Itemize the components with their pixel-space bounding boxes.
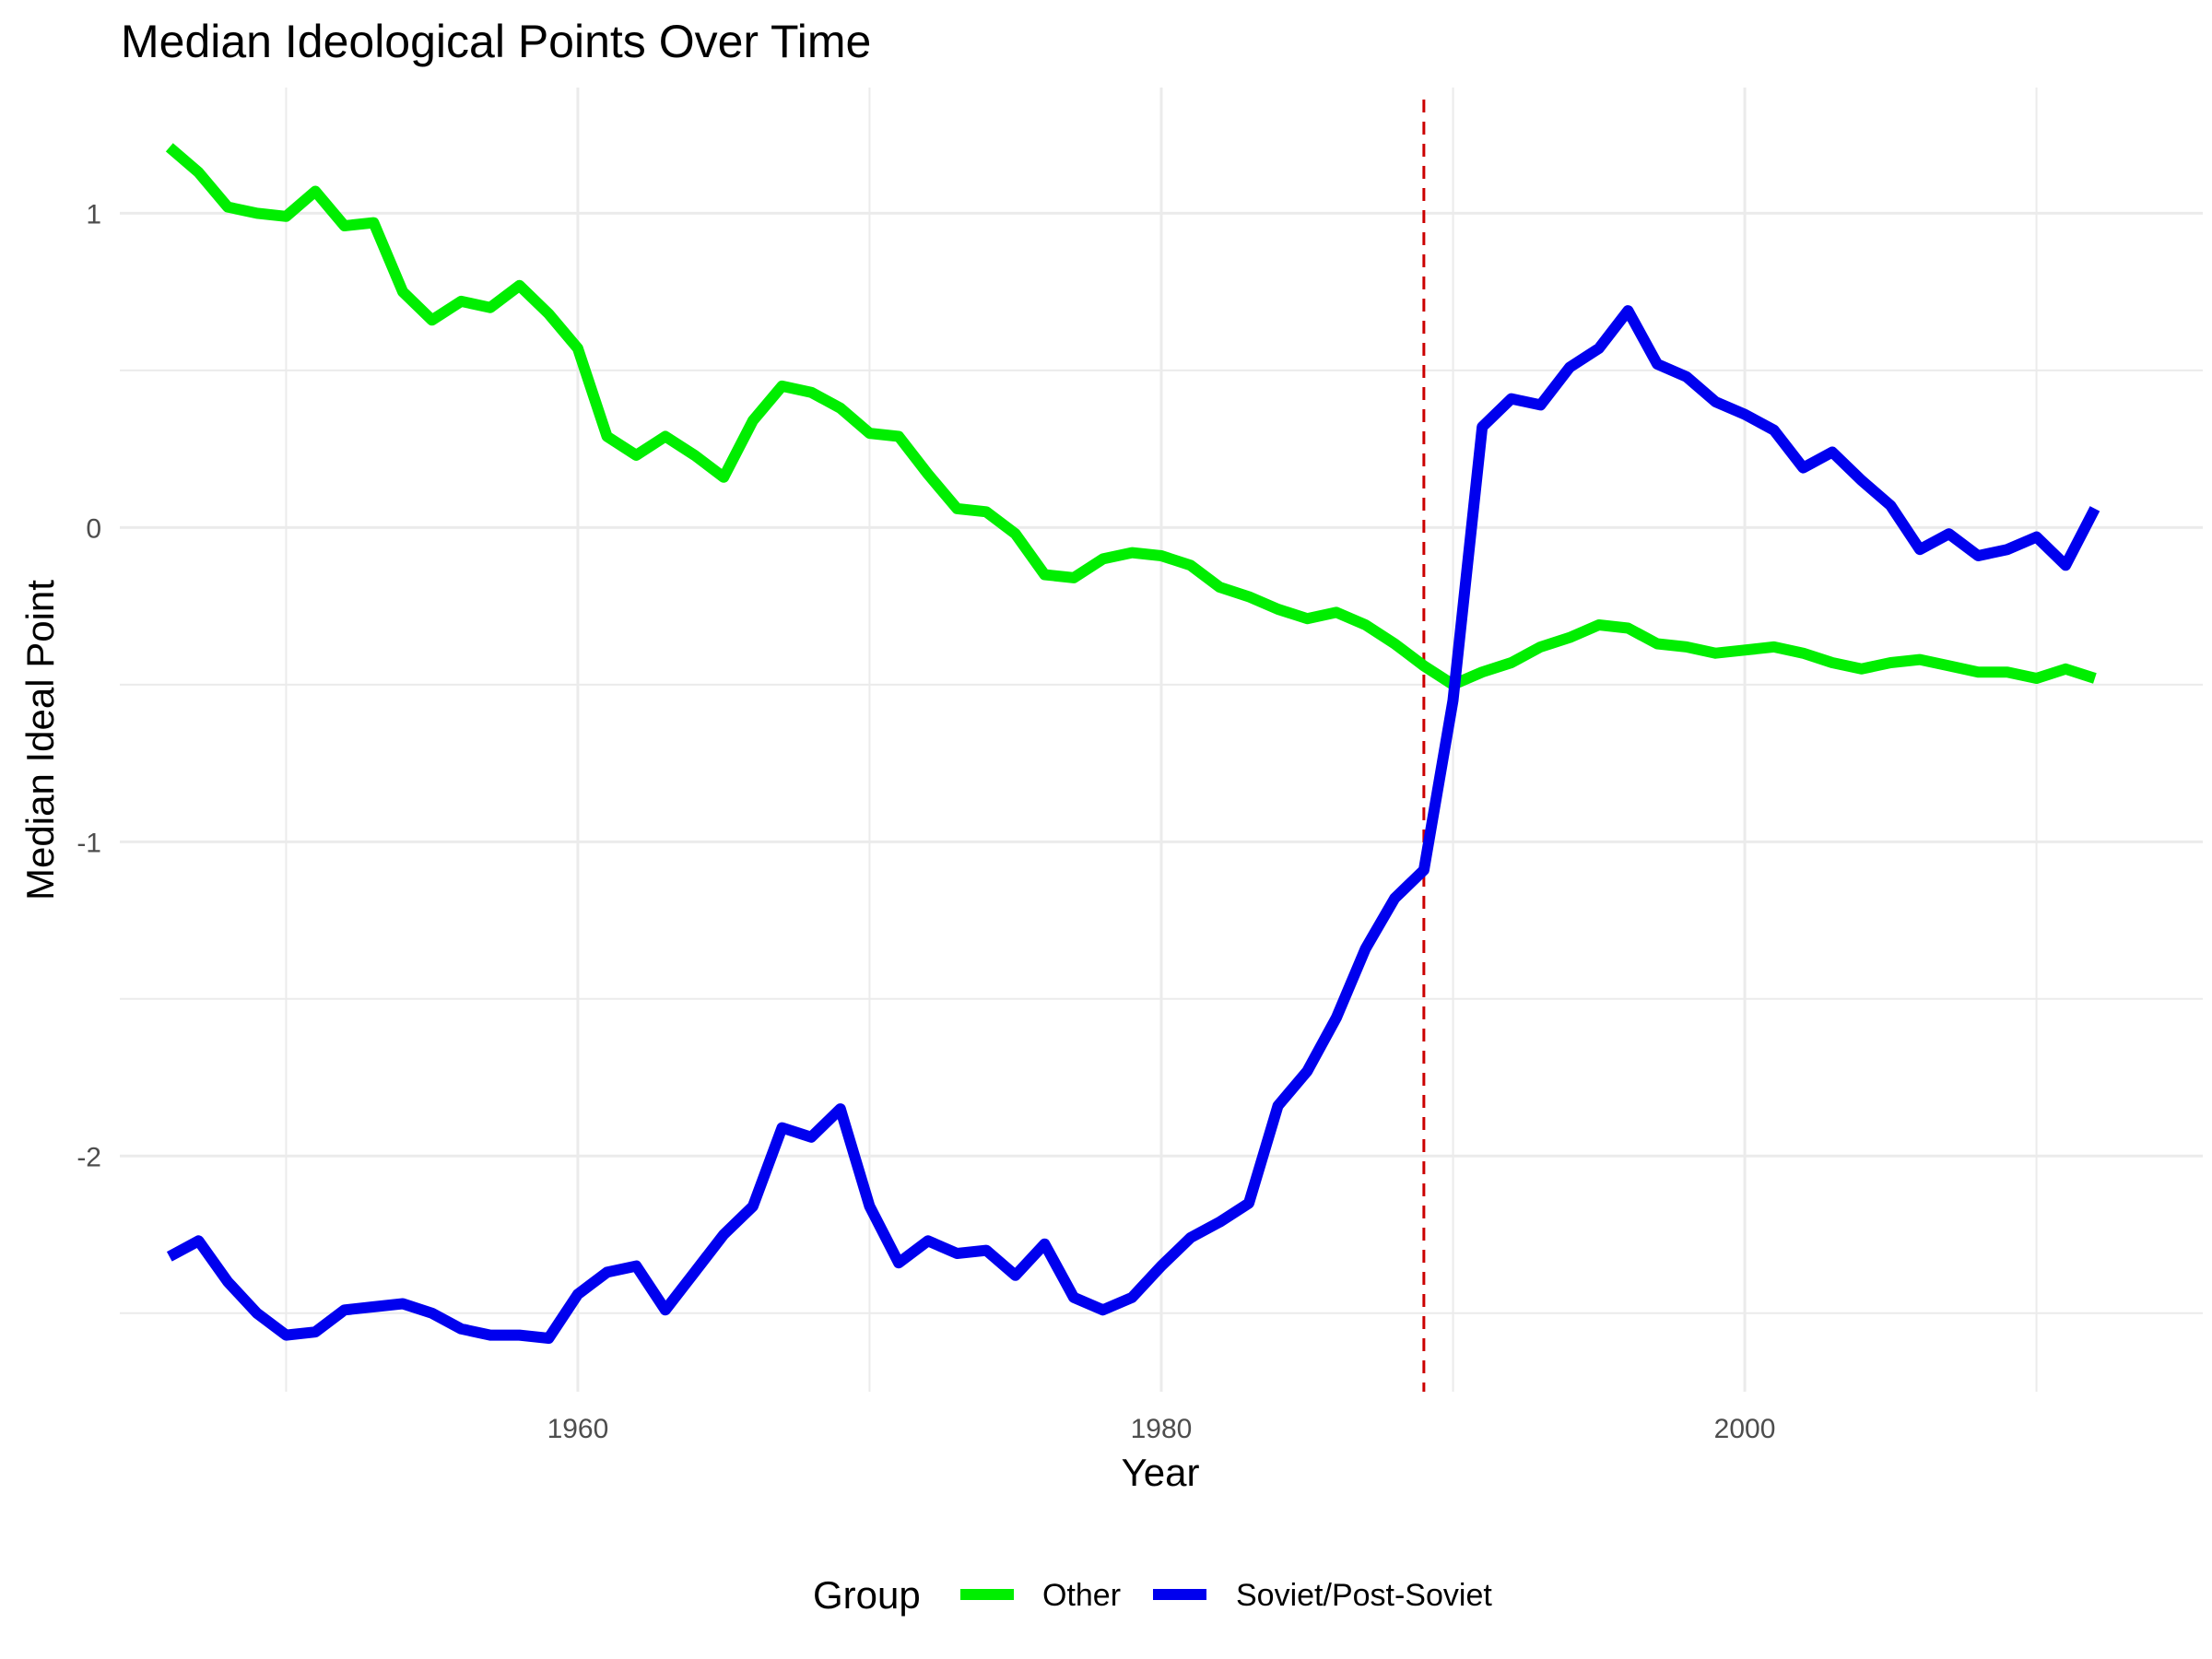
y-tick-label: 1 bbox=[86, 199, 101, 229]
legend: Group Other Soviet/Post-Soviet bbox=[813, 1573, 1492, 1617]
y-tick-label: -2 bbox=[76, 1142, 101, 1172]
y-axis-title: Median Ideal Point bbox=[18, 580, 62, 900]
series-line-soviet-post-soviet bbox=[166, 305, 2100, 1344]
x-axis-title: Year bbox=[1122, 1451, 1200, 1494]
legend-title: Group bbox=[813, 1573, 921, 1617]
x-tick-label: 1980 bbox=[1131, 1414, 1193, 1444]
series-line-other bbox=[165, 143, 2097, 690]
y-tick-label: 0 bbox=[86, 513, 101, 544]
y-tick-label: -1 bbox=[76, 828, 101, 858]
grid-layer bbox=[120, 88, 2203, 1392]
x-tick-label: 1960 bbox=[547, 1414, 609, 1444]
chart-title: Median Ideological Points Over Time bbox=[121, 16, 871, 67]
tick-label-layer: 1960 1980 2000 1 0 -1 -2 bbox=[76, 199, 1775, 1444]
legend-label-other: Other bbox=[1042, 1578, 1121, 1613]
series-layer bbox=[165, 143, 2100, 1344]
legend-label-soviet-post-soviet: Soviet/Post-Soviet bbox=[1236, 1578, 1492, 1613]
x-tick-label: 2000 bbox=[1714, 1414, 1776, 1444]
